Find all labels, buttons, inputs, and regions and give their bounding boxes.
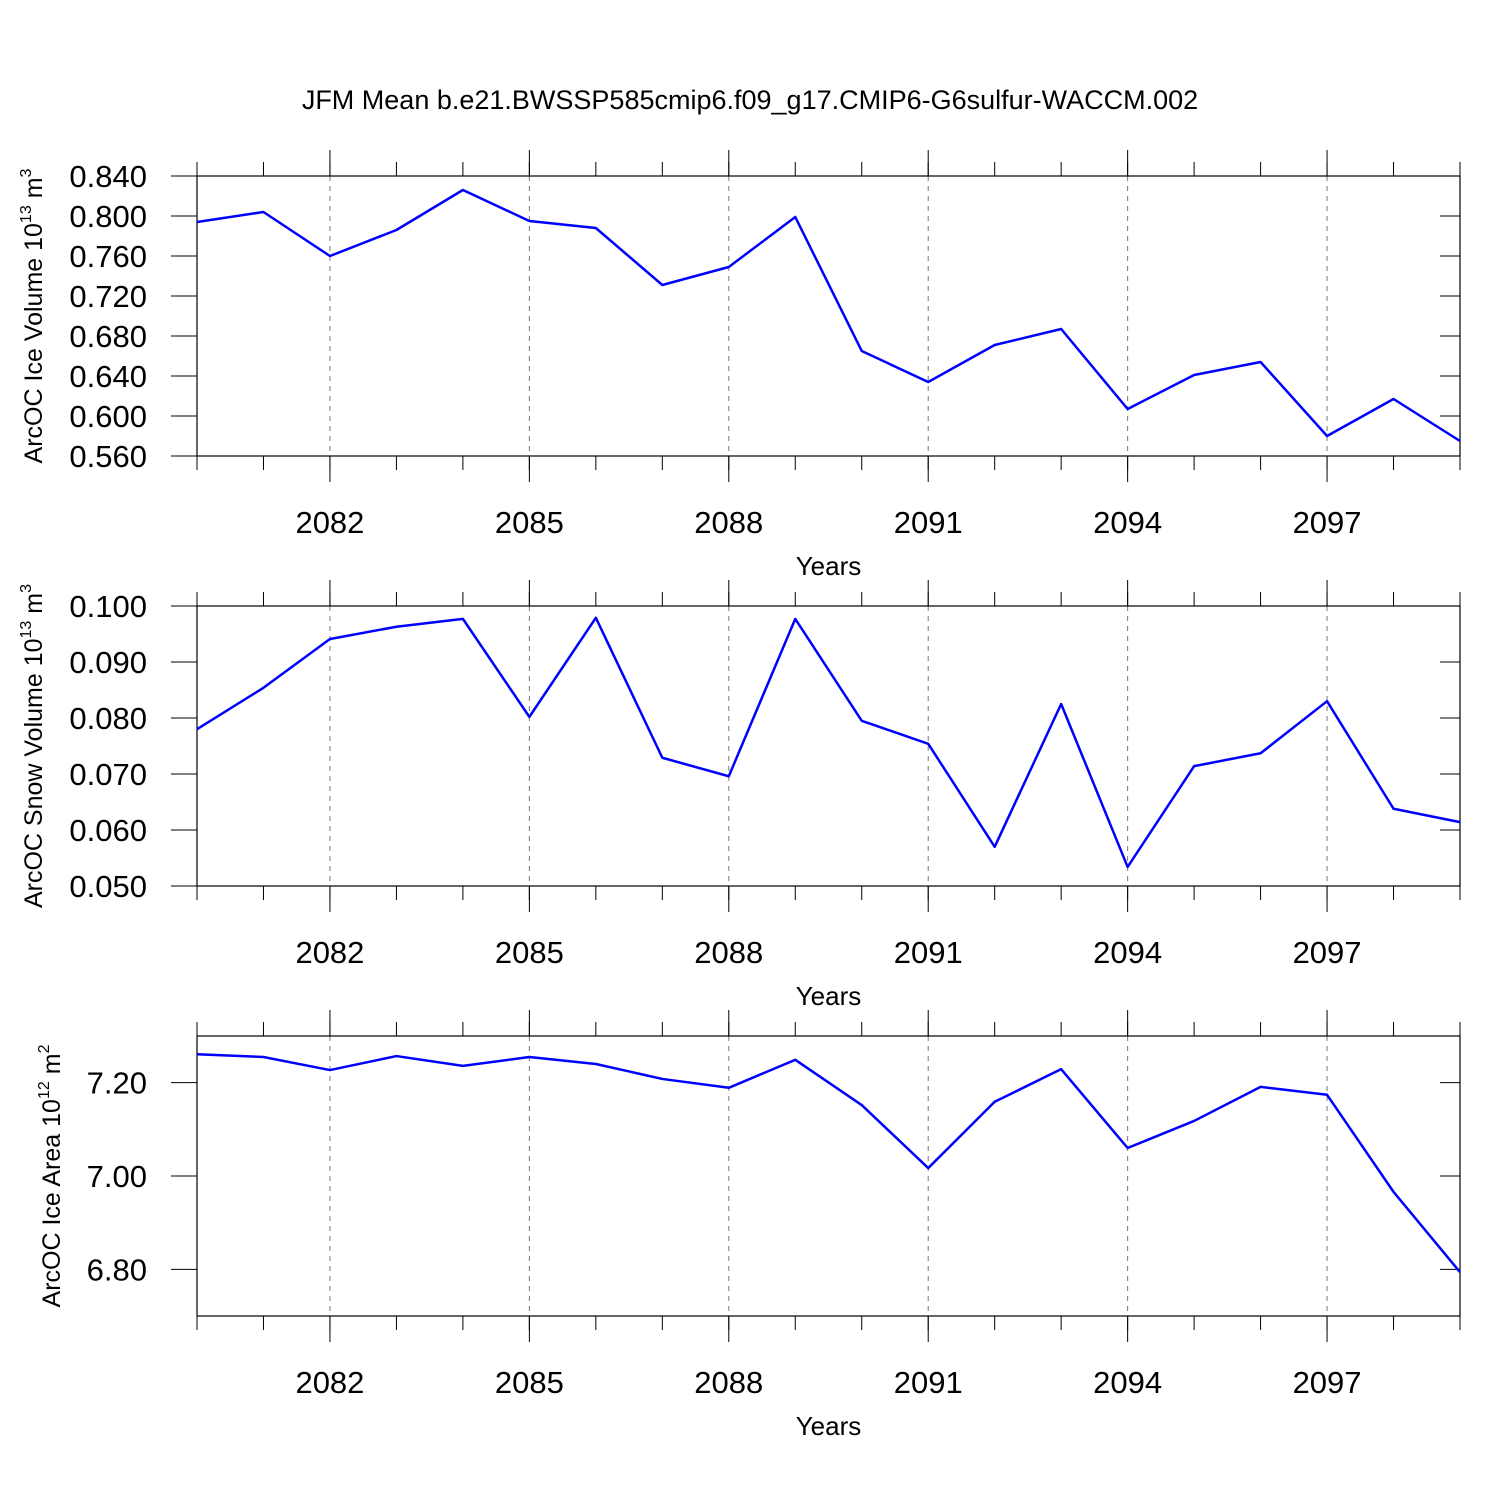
x-tick-label: 2085 (495, 935, 564, 970)
y-tick-label: 0.840 (69, 159, 147, 194)
x-tick-label: 2082 (295, 935, 364, 970)
y-axis-label-text: m (20, 593, 48, 614)
x-tick-label: 2085 (495, 1365, 564, 1400)
y-axis-label-exponent: 13 (18, 205, 35, 223)
y-axis-label: ArcOC Ice Volume 1013 m3 (18, 168, 48, 463)
y-tick-label: 0.050 (69, 869, 147, 904)
x-tick-label: 2094 (1093, 505, 1162, 540)
data-line (196, 188, 1461, 443)
y-tick-label: 0.090 (69, 645, 147, 680)
x-axis-label: Years (796, 981, 862, 1011)
data-line (196, 1052, 1461, 1273)
y-axis-label-text: m (20, 177, 48, 198)
y-axis-label: ArcOC Ice Area 1012 m2 (36, 1044, 66, 1307)
y-axis-label-text: ArcOC Snow Volume 10 (20, 638, 48, 908)
y-axis-label-text: m (38, 1053, 66, 1074)
y-tick-label: 6.80 (87, 1252, 147, 1287)
y-tick-label: 0.100 (69, 589, 147, 624)
y-tick-label: 0.560 (69, 439, 147, 474)
x-tick-label: 2097 (1293, 505, 1362, 540)
y-axis-label: ArcOC Snow Volume 1013 m3 (18, 584, 48, 908)
y-tick-label: 0.070 (69, 757, 147, 792)
x-tick-label: 2088 (694, 505, 763, 540)
y-tick-label: 0.600 (69, 399, 147, 434)
y-axis-label-exponent: 13 (18, 621, 35, 639)
plot-frame (196, 605, 1461, 887)
y-tick-label: 7.20 (87, 1066, 147, 1101)
y-axis-label-text: ArcOC Ice Volume 10 (20, 223, 48, 463)
y-tick-label: 0.720 (69, 279, 147, 314)
y-tick-label: 0.760 (69, 239, 147, 274)
y-tick-label: 0.640 (69, 359, 147, 394)
x-tick-label: 2091 (894, 1365, 963, 1400)
x-tick-label: 2088 (694, 1365, 763, 1400)
plot-frame (196, 1035, 1461, 1317)
y-tick-label: 0.060 (69, 813, 147, 848)
x-tick-label: 2088 (694, 935, 763, 970)
data-line (196, 616, 1461, 869)
x-tick-label: 2082 (295, 505, 364, 540)
x-axis-label: Years (796, 1411, 862, 1441)
y-tick-label: 0.800 (69, 199, 147, 234)
y-tick-label: 0.680 (69, 319, 147, 354)
y-tick-label: 7.00 (87, 1159, 147, 1194)
x-tick-label: 2091 (894, 935, 963, 970)
y-axis-label-exponent: 3 (18, 584, 35, 593)
y-tick-label: 0.080 (69, 701, 147, 736)
x-tick-label: 2097 (1293, 935, 1362, 970)
x-axis-label: Years (796, 551, 862, 581)
chart-title: JFM Mean b.e21.BWSSP585cmip6.f09_g17.CMI… (302, 85, 1198, 115)
x-tick-label: 2094 (1093, 935, 1162, 970)
x-tick-label: 2097 (1293, 1365, 1362, 1400)
y-axis-label-text: ArcOC Ice Area 10 (38, 1099, 66, 1307)
plot-frame (196, 175, 1461, 457)
y-axis-label-exponent: 3 (18, 168, 35, 177)
x-tick-label: 2091 (894, 505, 963, 540)
x-tick-label: 2094 (1093, 1365, 1162, 1400)
y-axis-label-exponent: 2 (36, 1044, 53, 1053)
x-tick-label: 2082 (295, 1365, 364, 1400)
x-tick-label: 2085 (495, 505, 564, 540)
y-axis-label-exponent: 12 (36, 1081, 53, 1099)
